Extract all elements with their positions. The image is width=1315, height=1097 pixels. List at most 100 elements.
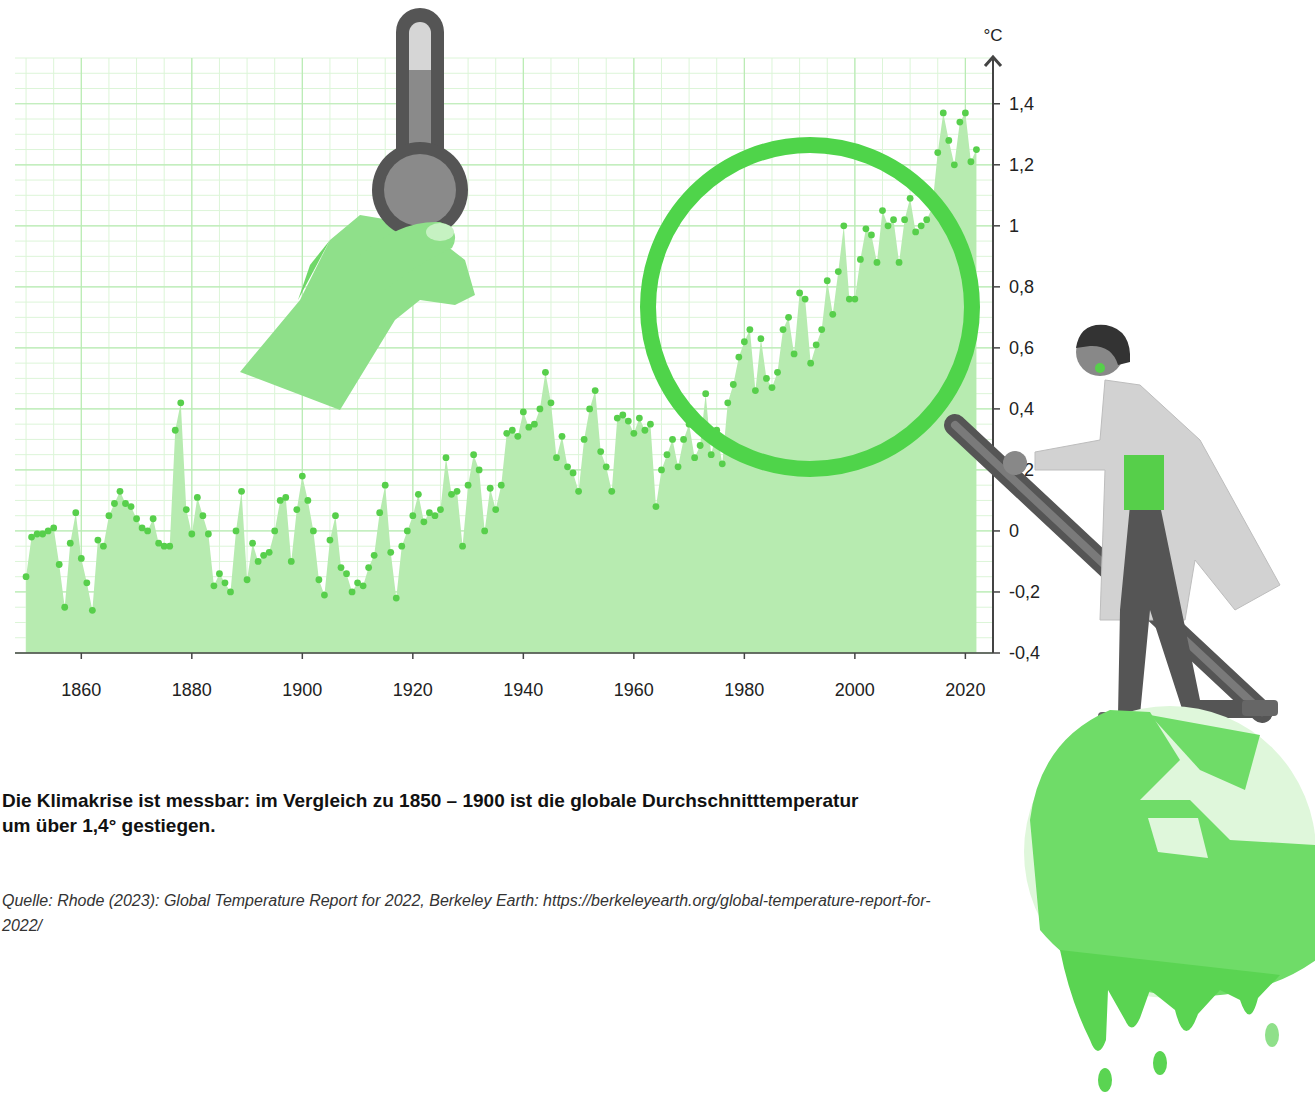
data-point <box>117 488 124 495</box>
y-tick <box>993 225 1000 227</box>
data-point <box>769 384 776 391</box>
data-point <box>498 482 505 489</box>
x-tick <box>965 653 967 659</box>
data-point <box>67 540 74 547</box>
data-point <box>630 430 637 437</box>
data-point <box>763 375 770 382</box>
data-point <box>23 573 30 580</box>
x-tick-label: 1880 <box>172 680 212 700</box>
x-tick <box>412 653 414 659</box>
data-point <box>724 399 731 406</box>
data-point <box>597 448 604 455</box>
y-axis-arrow <box>985 57 1001 66</box>
x-tick-label: 2000 <box>835 680 875 700</box>
minor-grid-line <box>15 103 993 104</box>
data-point <box>664 451 671 458</box>
data-point <box>111 500 118 507</box>
minor-grid-line <box>15 58 993 59</box>
data-point <box>945 137 952 144</box>
x-tick <box>523 653 525 659</box>
chart-canvas: -0,4-0,200,20,40,60,811,21,4186018801900… <box>0 0 1315 1097</box>
minor-grid-line <box>15 241 993 242</box>
hand <box>240 215 475 410</box>
data-point <box>752 387 759 394</box>
data-point <box>454 488 461 495</box>
x-axis-line <box>15 652 993 654</box>
data-point <box>581 436 588 443</box>
data-point <box>741 338 748 345</box>
x-tick-label: 1920 <box>393 680 433 700</box>
data-point <box>188 531 195 538</box>
data-point <box>393 595 400 602</box>
data-point <box>851 296 858 303</box>
data-point <box>829 311 836 318</box>
data-point <box>641 427 648 434</box>
data-point <box>255 558 262 565</box>
data-point <box>83 579 90 586</box>
data-point <box>824 277 831 284</box>
data-point <box>564 463 571 470</box>
cheek <box>1095 363 1105 373</box>
y-tick <box>993 530 1000 532</box>
data-point <box>818 326 825 333</box>
data-layer <box>23 110 980 653</box>
y-tick-label: 0 <box>1009 521 1019 541</box>
data-point <box>575 488 582 495</box>
data-point <box>702 390 709 397</box>
x-tick <box>854 653 856 659</box>
minor-grid-line <box>15 180 993 181</box>
data-point <box>879 207 886 214</box>
data-point <box>194 494 201 501</box>
x-tick-label: 2020 <box>945 680 985 700</box>
minor-grid-line <box>15 210 993 211</box>
data-point <box>548 399 555 406</box>
minor-grid-line <box>15 195 993 196</box>
data-point <box>868 232 875 239</box>
data-point <box>813 341 820 348</box>
data-point <box>266 549 273 556</box>
data-point <box>420 518 427 525</box>
data-point <box>697 442 704 449</box>
data-point <box>222 579 229 586</box>
data-point <box>144 528 151 535</box>
minor-grid-line <box>993 58 994 653</box>
data-point <box>150 515 157 522</box>
data-point <box>327 537 334 544</box>
data-point <box>956 119 963 126</box>
data-point <box>89 607 96 614</box>
minor-grid-line <box>15 73 993 74</box>
y-tick <box>993 164 1000 166</box>
data-point <box>415 491 422 498</box>
data-point <box>244 576 251 583</box>
data-point <box>791 351 798 358</box>
data-point <box>758 335 765 342</box>
data-point <box>559 433 566 440</box>
x-tick-label: 1980 <box>724 680 764 700</box>
data-point <box>470 451 477 458</box>
data-point <box>653 503 660 510</box>
data-point <box>675 463 682 470</box>
data-point <box>487 485 494 492</box>
data-point <box>570 470 577 477</box>
data-point <box>896 259 903 266</box>
data-point <box>343 570 350 577</box>
data-point <box>973 146 980 153</box>
data-point <box>338 564 345 571</box>
data-point <box>890 216 897 223</box>
data-point <box>100 543 107 550</box>
thermometer-bulb <box>384 154 456 226</box>
data-point <box>730 381 737 388</box>
y-tick-label: 0,8 <box>1009 277 1034 297</box>
minor-grid-line <box>15 119 993 120</box>
minor-grid-line <box>15 653 993 654</box>
data-point <box>553 454 560 461</box>
data-point <box>967 158 974 165</box>
grid <box>15 58 993 653</box>
data-point <box>172 427 179 434</box>
data-point <box>669 436 676 443</box>
data-point <box>636 415 643 422</box>
data-point <box>923 216 930 223</box>
data-point <box>315 576 322 583</box>
shoe <box>1242 700 1278 716</box>
data-point <box>310 528 317 535</box>
